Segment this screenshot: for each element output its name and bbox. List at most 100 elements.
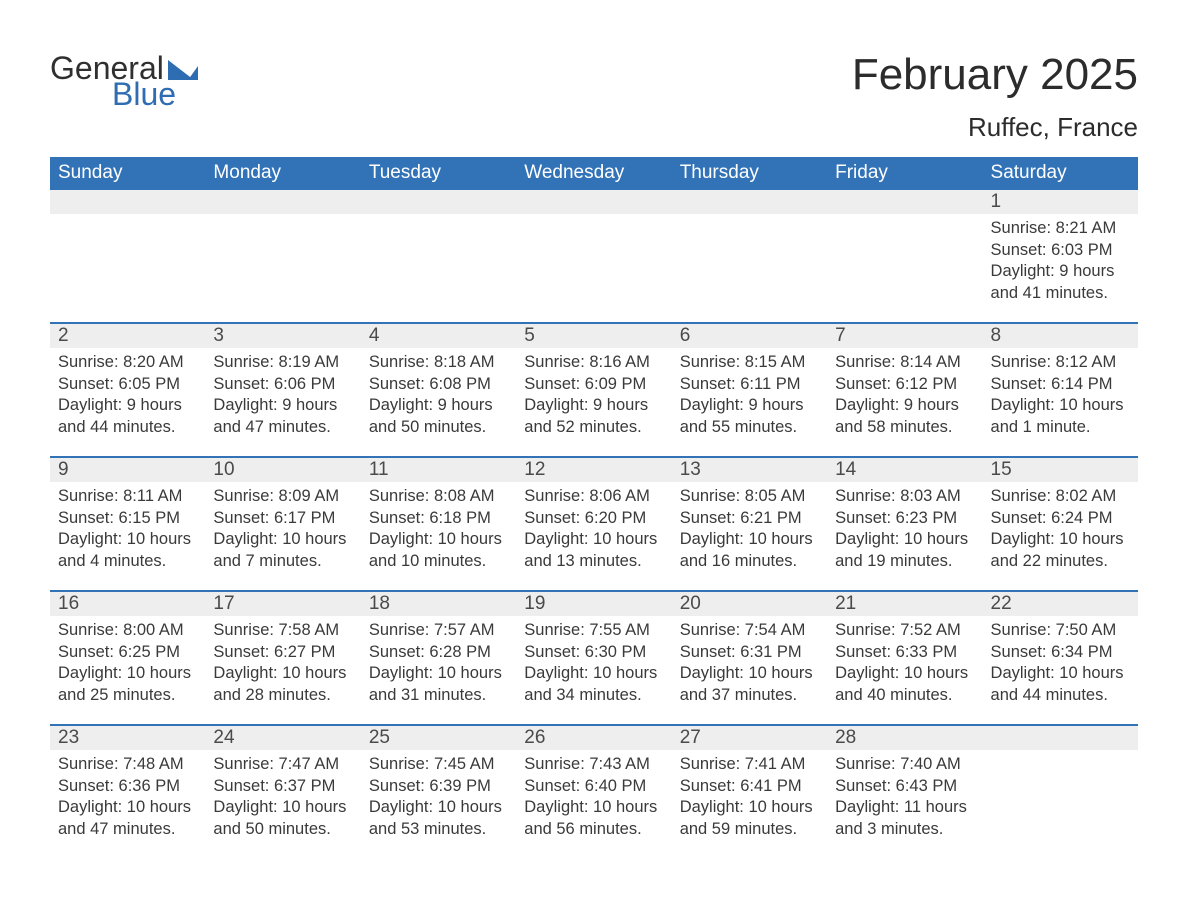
- day-number: 12: [516, 458, 671, 482]
- day-daylight1: Daylight: 9 hours: [213, 395, 352, 416]
- day-number: 8: [983, 324, 1138, 348]
- day-number: 20: [672, 592, 827, 616]
- day-sunrise: Sunrise: 8:15 AM: [680, 352, 819, 373]
- day-sunset: Sunset: 6:11 PM: [680, 374, 819, 395]
- day-sunrise: Sunrise: 7:43 AM: [524, 754, 663, 775]
- day-details: [50, 214, 205, 218]
- day-daylight2: and 31 minutes.: [369, 685, 508, 706]
- calendar-day-cell: 28Sunrise: 7:40 AMSunset: 6:43 PMDayligh…: [827, 726, 982, 858]
- day-number: 23: [50, 726, 205, 750]
- day-number: 22: [983, 592, 1138, 616]
- day-details: Sunrise: 7:47 AMSunset: 6:37 PMDaylight:…: [205, 750, 360, 840]
- day-number: 26: [516, 726, 671, 750]
- calendar-day-cell: 17Sunrise: 7:58 AMSunset: 6:27 PMDayligh…: [205, 592, 360, 724]
- day-daylight1: Daylight: 10 hours: [835, 663, 974, 684]
- day-daylight2: and 50 minutes.: [213, 819, 352, 840]
- day-sunrise: Sunrise: 8:05 AM: [680, 486, 819, 507]
- day-number: [983, 726, 1138, 750]
- day-details: Sunrise: 7:48 AMSunset: 6:36 PMDaylight:…: [50, 750, 205, 840]
- day-details: Sunrise: 8:14 AMSunset: 6:12 PMDaylight:…: [827, 348, 982, 438]
- day-number: 9: [50, 458, 205, 482]
- calendar-day-cell: 14Sunrise: 8:03 AMSunset: 6:23 PMDayligh…: [827, 458, 982, 590]
- day-daylight1: Daylight: 10 hours: [680, 529, 819, 550]
- calendar-day-cell: 5Sunrise: 8:16 AMSunset: 6:09 PMDaylight…: [516, 324, 671, 456]
- day-sunrise: Sunrise: 7:52 AM: [835, 620, 974, 641]
- day-daylight1: Daylight: 10 hours: [991, 663, 1130, 684]
- calendar-day-cell: 22Sunrise: 7:50 AMSunset: 6:34 PMDayligh…: [983, 592, 1138, 724]
- day-sunrise: Sunrise: 8:16 AM: [524, 352, 663, 373]
- day-number: 5: [516, 324, 671, 348]
- col-thursday: Thursday: [672, 157, 827, 190]
- col-wednesday: Wednesday: [516, 157, 671, 190]
- day-sunrise: Sunrise: 8:12 AM: [991, 352, 1130, 373]
- weekday-header-row: Sunday Monday Tuesday Wednesday Thursday…: [50, 157, 1138, 190]
- day-sunset: Sunset: 6:39 PM: [369, 776, 508, 797]
- day-number: 1: [983, 190, 1138, 214]
- day-daylight2: and 53 minutes.: [369, 819, 508, 840]
- day-sunrise: Sunrise: 8:18 AM: [369, 352, 508, 373]
- day-details: [205, 214, 360, 218]
- day-details: Sunrise: 8:03 AMSunset: 6:23 PMDaylight:…: [827, 482, 982, 572]
- day-daylight2: and 19 minutes.: [835, 551, 974, 572]
- day-daylight1: Daylight: 9 hours: [680, 395, 819, 416]
- calendar-day-cell: 19Sunrise: 7:55 AMSunset: 6:30 PMDayligh…: [516, 592, 671, 724]
- day-daylight1: Daylight: 10 hours: [58, 529, 197, 550]
- day-sunrise: Sunrise: 8:06 AM: [524, 486, 663, 507]
- calendar-day-cell: 1Sunrise: 8:21 AMSunset: 6:03 PMDaylight…: [983, 190, 1138, 322]
- day-daylight2: and 1 minute.: [991, 417, 1130, 438]
- day-sunset: Sunset: 6:28 PM: [369, 642, 508, 663]
- day-sunrise: Sunrise: 7:41 AM: [680, 754, 819, 775]
- calendar-day-cell: 8Sunrise: 8:12 AMSunset: 6:14 PMDaylight…: [983, 324, 1138, 456]
- calendar-day-cell: 23Sunrise: 7:48 AMSunset: 6:36 PMDayligh…: [50, 726, 205, 858]
- day-sunset: Sunset: 6:34 PM: [991, 642, 1130, 663]
- day-daylight1: Daylight: 10 hours: [524, 663, 663, 684]
- header-row: General Blue February 2025 Ruffec, Franc…: [50, 52, 1138, 143]
- day-number: 24: [205, 726, 360, 750]
- day-sunrise: Sunrise: 7:55 AM: [524, 620, 663, 641]
- day-daylight1: Daylight: 10 hours: [524, 529, 663, 550]
- calendar-week-row: 23Sunrise: 7:48 AMSunset: 6:36 PMDayligh…: [50, 726, 1138, 858]
- day-number: 15: [983, 458, 1138, 482]
- day-details: Sunrise: 8:20 AMSunset: 6:05 PMDaylight:…: [50, 348, 205, 438]
- day-details: Sunrise: 7:45 AMSunset: 6:39 PMDaylight:…: [361, 750, 516, 840]
- day-daylight2: and 13 minutes.: [524, 551, 663, 572]
- day-daylight2: and 37 minutes.: [680, 685, 819, 706]
- page: General Blue February 2025 Ruffec, Franc…: [0, 0, 1188, 858]
- day-sunrise: Sunrise: 7:54 AM: [680, 620, 819, 641]
- day-sunset: Sunset: 6:24 PM: [991, 508, 1130, 529]
- day-details: Sunrise: 8:05 AMSunset: 6:21 PMDaylight:…: [672, 482, 827, 572]
- day-sunrise: Sunrise: 8:02 AM: [991, 486, 1130, 507]
- day-daylight2: and 4 minutes.: [58, 551, 197, 572]
- day-daylight1: Daylight: 10 hours: [369, 797, 508, 818]
- day-sunrise: Sunrise: 8:20 AM: [58, 352, 197, 373]
- day-details: [983, 750, 1138, 754]
- day-number: [361, 190, 516, 214]
- day-details: Sunrise: 8:16 AMSunset: 6:09 PMDaylight:…: [516, 348, 671, 438]
- day-sunset: Sunset: 6:43 PM: [835, 776, 974, 797]
- day-sunrise: Sunrise: 8:00 AM: [58, 620, 197, 641]
- calendar-day-cell: 25Sunrise: 7:45 AMSunset: 6:39 PMDayligh…: [361, 726, 516, 858]
- day-details: Sunrise: 7:52 AMSunset: 6:33 PMDaylight:…: [827, 616, 982, 706]
- day-daylight1: Daylight: 10 hours: [680, 797, 819, 818]
- day-daylight2: and 50 minutes.: [369, 417, 508, 438]
- day-number: 21: [827, 592, 982, 616]
- calendar-day-cell: 18Sunrise: 7:57 AMSunset: 6:28 PMDayligh…: [361, 592, 516, 724]
- day-daylight1: Daylight: 10 hours: [213, 663, 352, 684]
- calendar-day-cell: 26Sunrise: 7:43 AMSunset: 6:40 PMDayligh…: [516, 726, 671, 858]
- day-sunset: Sunset: 6:33 PM: [835, 642, 974, 663]
- day-sunrise: Sunrise: 8:09 AM: [213, 486, 352, 507]
- day-sunset: Sunset: 6:06 PM: [213, 374, 352, 395]
- calendar-day-cell: 27Sunrise: 7:41 AMSunset: 6:41 PMDayligh…: [672, 726, 827, 858]
- calendar-day-cell: [672, 190, 827, 322]
- day-number: 6: [672, 324, 827, 348]
- day-number: 16: [50, 592, 205, 616]
- day-daylight1: Daylight: 10 hours: [213, 529, 352, 550]
- calendar-day-cell: 11Sunrise: 8:08 AMSunset: 6:18 PMDayligh…: [361, 458, 516, 590]
- day-daylight2: and 59 minutes.: [680, 819, 819, 840]
- col-saturday: Saturday: [983, 157, 1138, 190]
- day-number: 2: [50, 324, 205, 348]
- day-number: [205, 190, 360, 214]
- day-sunrise: Sunrise: 7:48 AM: [58, 754, 197, 775]
- day-number: 3: [205, 324, 360, 348]
- calendar-table: Sunday Monday Tuesday Wednesday Thursday…: [50, 157, 1138, 858]
